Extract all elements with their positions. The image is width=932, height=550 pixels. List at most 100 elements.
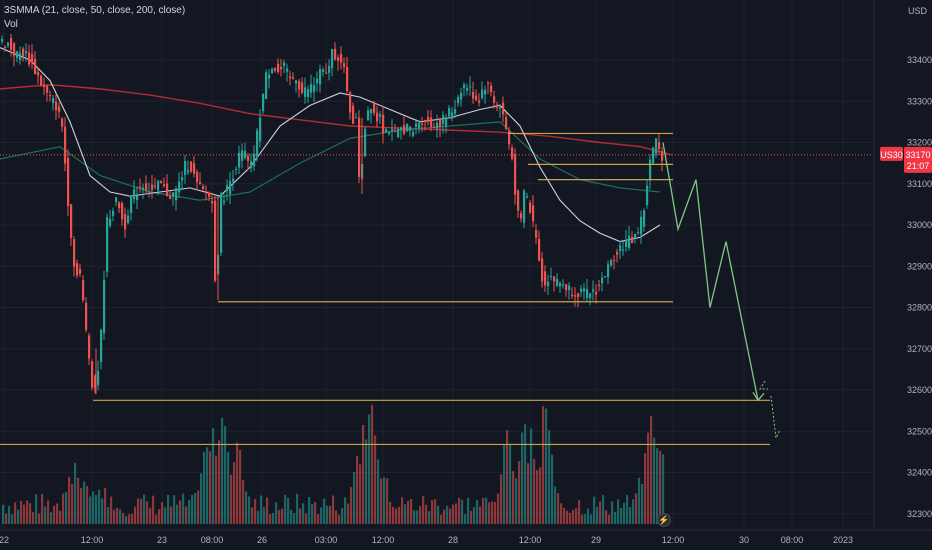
candle-body: [475, 95, 478, 101]
volume-bar: [383, 477, 386, 525]
candle-body: [637, 232, 640, 234]
volume-bar: [59, 510, 62, 525]
candle-body: [61, 118, 64, 127]
volume-bar: [527, 463, 530, 525]
candle-body: [310, 84, 313, 93]
volume-bar: [23, 504, 26, 525]
x-tick-label: 22: [0, 535, 9, 545]
volume-bar: [152, 495, 155, 525]
candle-body: [244, 150, 247, 159]
candle-body: [502, 102, 505, 115]
volume-bar: [209, 451, 212, 525]
candle-body: [649, 159, 652, 181]
candle-body: [130, 196, 133, 213]
volume-bar: [467, 497, 470, 525]
volume-bar: [344, 497, 347, 525]
candle-body: [478, 100, 481, 103]
price-badge-countdown: 21:07: [907, 161, 930, 171]
candle-body: [322, 69, 325, 72]
candle-body: [430, 117, 433, 127]
candle-body: [394, 131, 397, 133]
volume-bar: [377, 459, 380, 525]
candle-body: [403, 125, 406, 134]
volume-bar: [461, 499, 464, 525]
volume-bar: [146, 501, 149, 525]
volume-bar: [182, 493, 185, 525]
volume-bar: [368, 414, 371, 525]
candle-body: [109, 218, 112, 226]
volume-bar: [8, 505, 11, 525]
candle-body: [289, 76, 292, 79]
candle-body: [484, 90, 487, 95]
volume-bar: [560, 503, 563, 525]
candle-body: [598, 285, 601, 287]
volume-bar: [287, 497, 290, 525]
x-tick-label: 08:00: [781, 535, 804, 545]
volume-bar: [479, 506, 482, 525]
volume-bar: [74, 462, 77, 525]
volume-bar: [164, 507, 167, 525]
volume-bar: [233, 461, 236, 525]
candle-body: [232, 178, 235, 182]
volume-bar: [218, 440, 221, 525]
volume-bar: [644, 453, 647, 525]
candle-body: [472, 91, 475, 99]
candle-body: [580, 288, 583, 292]
lightning-icon[interactable]: ⚡: [657, 513, 671, 527]
candle-body: [220, 193, 223, 253]
candle-body: [373, 103, 376, 114]
volume-bar: [56, 503, 59, 525]
volume-bar: [53, 505, 56, 525]
volume-bar: [65, 491, 68, 525]
candle-body: [445, 117, 448, 127]
volume-bar: [173, 495, 176, 525]
candle-body: [400, 127, 403, 130]
volume-bar: [86, 485, 89, 525]
volume-bar: [200, 473, 203, 525]
volume-bar: [260, 495, 263, 525]
volume-bar: [2, 504, 5, 525]
volume-bar: [557, 493, 560, 525]
volume-bar: [470, 510, 473, 525]
candle-body: [85, 302, 88, 331]
volume-bar: [125, 516, 128, 525]
volume-bar: [446, 505, 449, 525]
volume-bar: [440, 514, 443, 525]
candle-body: [520, 213, 523, 219]
candle-body: [595, 291, 598, 295]
volume-bar: [488, 502, 491, 525]
candle-body: [214, 200, 217, 281]
x-tick-label: 29: [591, 535, 601, 545]
volume-bar: [158, 509, 161, 525]
x-tick-label: 12:00: [662, 535, 685, 545]
volume-bar: [365, 439, 368, 525]
volume-bars: [2, 404, 665, 525]
volume-bar: [338, 515, 341, 525]
volume-bar: [635, 493, 638, 525]
volume-bar: [404, 504, 407, 525]
volume-bar: [554, 486, 557, 525]
candle-body: [655, 138, 658, 154]
volume-bar: [593, 496, 596, 525]
volume-bar: [596, 506, 599, 525]
volume-bar: [419, 506, 422, 525]
volume-bar: [587, 508, 590, 525]
volume-indicator-label[interactable]: Vol: [4, 19, 18, 30]
candle-body: [301, 82, 304, 94]
volume-bar: [641, 483, 644, 525]
candle-body: [625, 239, 628, 247]
volume-bar: [341, 508, 344, 525]
candle-body: [388, 132, 391, 134]
volume-bar: [371, 404, 374, 525]
candle-body: [406, 123, 409, 132]
volume-bar: [170, 506, 173, 525]
volume-bar: [647, 432, 650, 525]
volume-bar: [14, 502, 17, 525]
ma-indicator-label[interactable]: 3SMMA (21, close, 50, close, 200, close): [4, 5, 186, 16]
candle-body: [82, 280, 85, 301]
volume-bar: [653, 437, 656, 525]
volume-bar: [215, 455, 218, 525]
price-badge: [904, 146, 932, 173]
